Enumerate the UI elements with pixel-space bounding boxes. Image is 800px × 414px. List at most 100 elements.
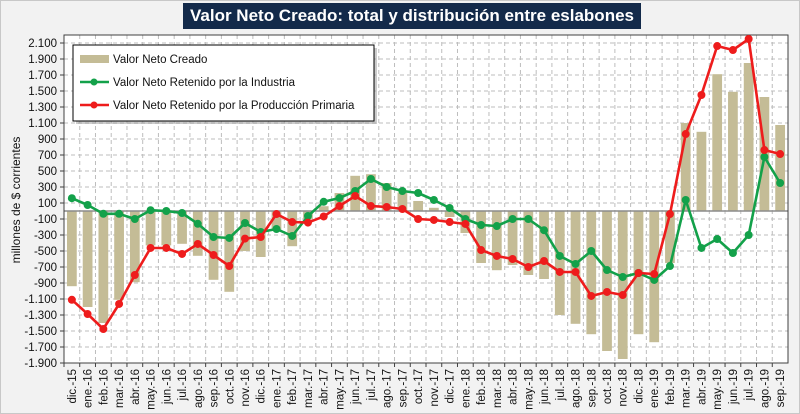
- y-axis: 2.100 1.900 1.700 1.500 1.300 1.100 900 700 500 3…: [24, 38, 64, 370]
- point-series-1-may.-19: [713, 235, 722, 243]
- x-tick-label: ago.-18: [571, 369, 583, 408]
- point-series-1-oct.-16: [225, 233, 234, 242]
- point-series-1-jul.-18: [555, 251, 564, 260]
- y-tick-label: -500: [34, 246, 57, 258]
- point-series-1-sep.-17: [398, 187, 407, 195]
- x-tick-label: oct.-16: [224, 369, 236, 404]
- point-series-2-feb.-16: [99, 325, 108, 333]
- point-series-2-ago.-19: [760, 146, 769, 155]
- x-tick-label: sep.-16: [209, 369, 221, 407]
- point-series-1-feb.-17: [288, 231, 297, 240]
- point-series-2-may.-16: [146, 243, 155, 252]
- point-series-2-mar.-18: [492, 251, 501, 260]
- point-series-2-nov.-16: [241, 234, 249, 243]
- x-tick-label: abr.-17: [319, 369, 331, 405]
- point-series-2-dic.-15: [67, 295, 76, 304]
- bar-jul.-17: [366, 174, 376, 211]
- y-tick-label: 500: [38, 166, 57, 178]
- point-series-2-jul.-17: [366, 202, 375, 211]
- x-tick-label: nov.-18: [618, 369, 630, 407]
- bar-mar.-16: [114, 211, 124, 300]
- point-series-2-sep.-18: [587, 291, 596, 300]
- y-tick-label: 300: [38, 182, 57, 194]
- point-series-2-ene.-17: [272, 210, 281, 219]
- point-series-2-feb.-18: [477, 246, 486, 255]
- x-tick-label: dic.-15: [67, 369, 79, 404]
- point-series-1-oct.-18: [603, 266, 611, 275]
- point-series-2-jun.-18: [540, 257, 549, 265]
- bar-ene.-17: [271, 211, 282, 231]
- x-tick-label: jun.-16: [161, 369, 173, 405]
- x-tick-label: ene.-19: [649, 369, 661, 408]
- point-series-2-abr.-18: [508, 255, 517, 263]
- bar-sep.-19: [775, 125, 786, 211]
- bar-abr.-16: [129, 211, 140, 283]
- x-tick-label: jul.-16: [177, 369, 189, 401]
- x-tick-label: feb.-19: [665, 369, 677, 405]
- point-series-1-ago.-16: [193, 219, 202, 228]
- point-series-2-may.-19: [713, 42, 722, 51]
- legend: Valor Neto Creado Valor Neto Retenido por…: [72, 44, 377, 124]
- point-series-1-jun.-16: [162, 207, 171, 215]
- point-series-1-ago.-18: [571, 259, 580, 268]
- bar-jul.-18: [554, 211, 565, 315]
- y-tick-label: -100: [34, 214, 57, 226]
- x-tick-label: mar.-19: [681, 369, 693, 408]
- legend-label: Valor Neto Creado: [113, 54, 207, 66]
- chart-title: Valor Neto Creado: total y distribución …: [183, 3, 641, 29]
- bar-jun.-16: [161, 211, 172, 246]
- y-tick-label: 2.100: [28, 38, 57, 50]
- point-series-1-feb.-19: [665, 262, 674, 271]
- y-tick-label: 1.700: [28, 70, 57, 82]
- bar-feb.-18: [476, 211, 486, 263]
- point-series-2-oct.-18: [603, 287, 611, 296]
- x-tick-label: nov.-17: [429, 369, 441, 407]
- bar-oct.-17: [413, 201, 424, 211]
- bar-oct.-16: [224, 211, 235, 292]
- point-series-1-mar.-18: [492, 222, 501, 231]
- point-series-2-may.-17: [335, 202, 344, 211]
- bar-sep.-18: [586, 211, 597, 335]
- point-series-1-abr.-16: [130, 215, 139, 223]
- point-series-2-dic.-16: [256, 233, 265, 241]
- point-series-1-ene.-19: [650, 275, 659, 284]
- x-tick-label: sep.-17: [397, 369, 409, 407]
- y-tick-label: -1.300: [24, 310, 57, 322]
- x-axis: dic.-15 ene.-16 feb.-16 mar.-16 abr.-16 may.-…: [63, 363, 787, 410]
- x-tick-label: feb.-17: [287, 369, 299, 405]
- point-series-1-dic.-15: [67, 194, 76, 203]
- point-series-2-ene.-16: [83, 310, 92, 319]
- bar-abr.-17: [318, 206, 329, 211]
- x-tick-label: abr.-18: [508, 369, 520, 405]
- x-tick-label: jun.-19: [728, 369, 740, 405]
- point-series-2-sep.-19: [776, 150, 785, 159]
- legend-label: Valor Neto Retenido por la Industria: [113, 77, 296, 89]
- x-tick-label: may.-19: [712, 369, 724, 410]
- bar-mar.-18: [491, 211, 502, 271]
- bar-may.-19: [712, 74, 723, 211]
- point-series-2-mar.-17: [303, 218, 312, 227]
- x-tick-label: jun.-17: [350, 369, 362, 405]
- point-series-1-oct.-17: [414, 189, 423, 197]
- point-series-1-dic.-17: [445, 203, 454, 212]
- point-series-1-ene.-17: [272, 225, 281, 233]
- point-series-2-jun.-19: [728, 46, 737, 55]
- point-series-1-abr.-19: [697, 243, 706, 252]
- bar-mar.-19: [680, 123, 691, 211]
- y-tick-label: 100: [38, 198, 57, 210]
- point-series-2-jul.-16: [178, 249, 187, 258]
- legend-swatch-marker: [90, 78, 98, 86]
- y-tick-label: -1.100: [24, 294, 57, 306]
- x-tick-label: jun.-18: [539, 369, 551, 405]
- point-series-1-nov.-16: [241, 219, 249, 227]
- x-tick-label: mar.-18: [492, 369, 504, 408]
- x-tick-label: sep.-19: [775, 369, 787, 407]
- bar-abr.-19: [696, 131, 707, 211]
- x-tick-label: ene.-17: [271, 369, 283, 408]
- x-tick-label: ene.-16: [83, 369, 95, 408]
- bar-may.-18: [523, 211, 534, 275]
- point-series-2-abr.-16: [130, 271, 139, 279]
- y-tick-label: 1.100: [28, 118, 57, 130]
- point-series-2-mar.-16: [115, 299, 124, 308]
